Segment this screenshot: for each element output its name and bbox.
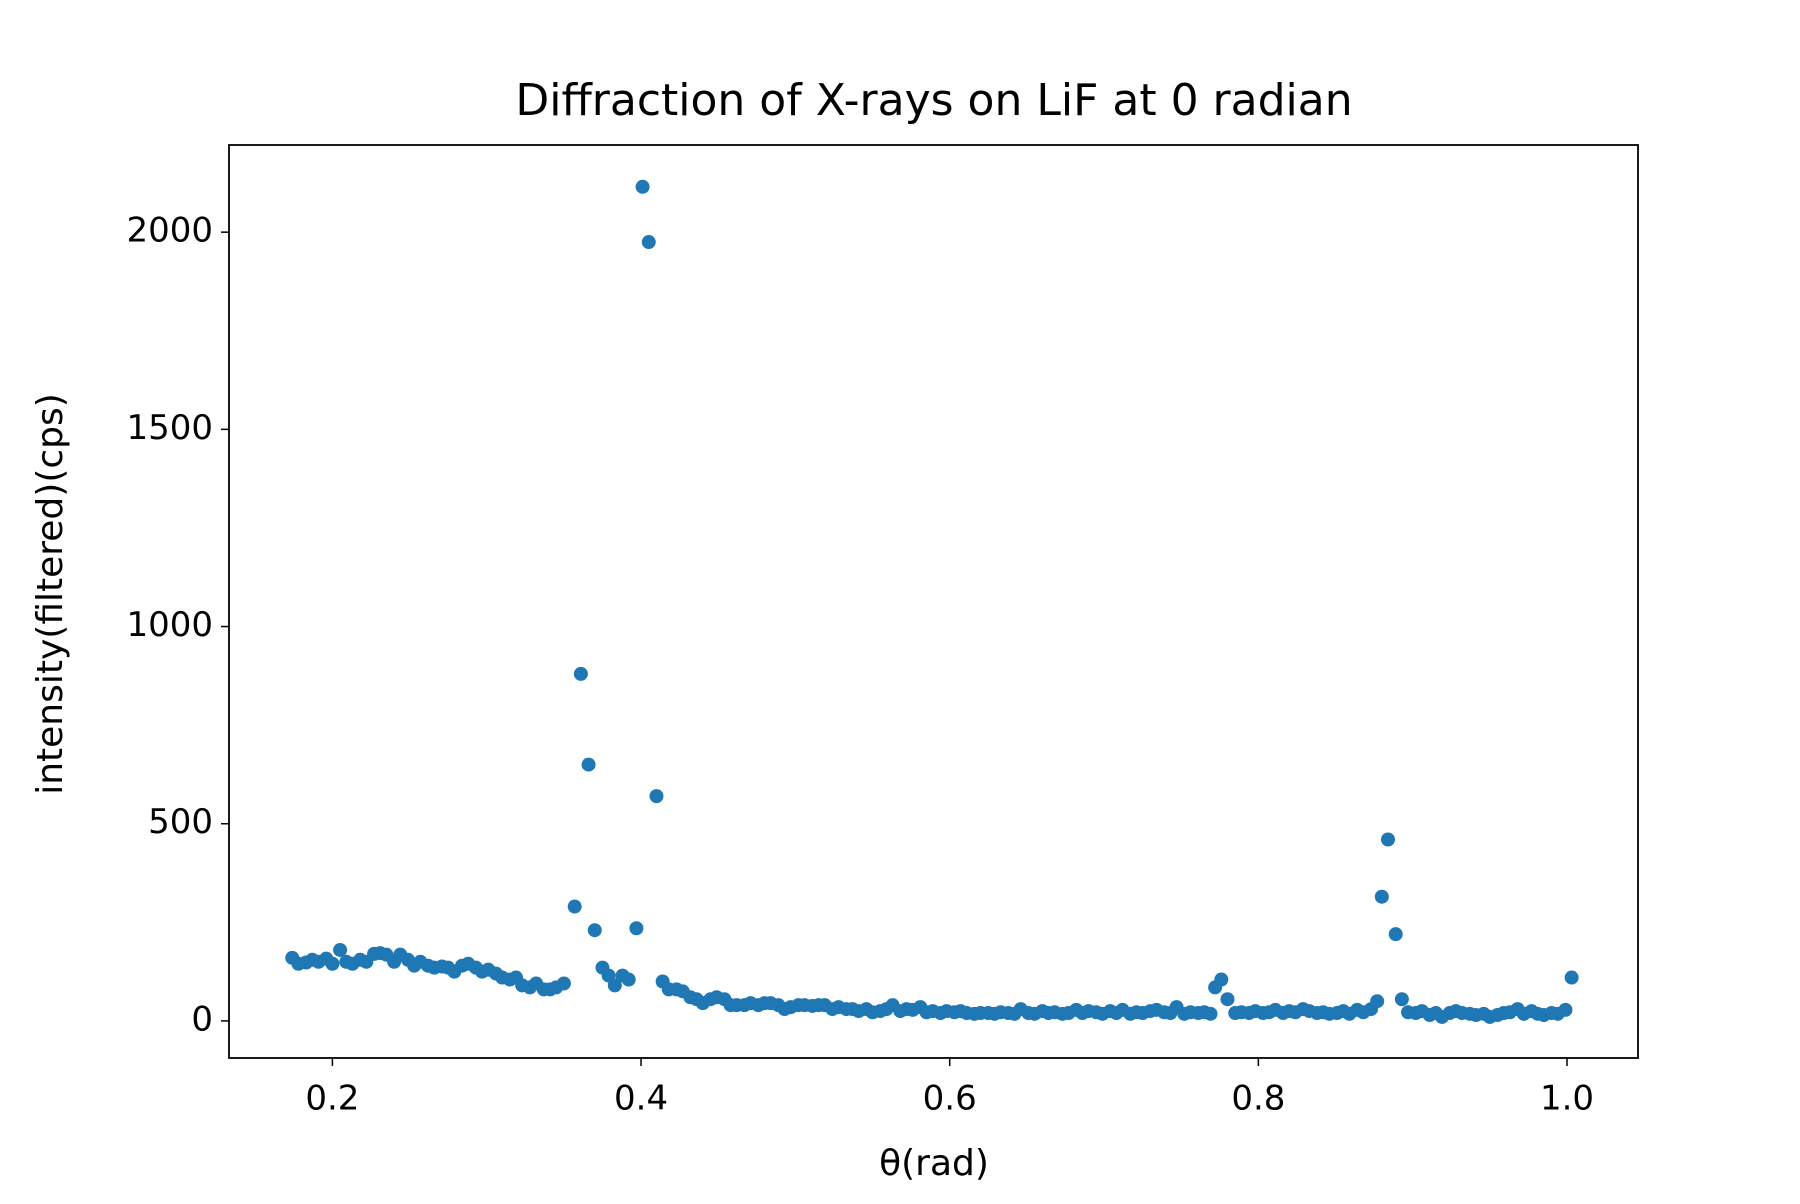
point [1380,832,1395,847]
point [1220,992,1235,1007]
point [1564,970,1579,985]
y-tick-label: 2000 [126,211,213,251]
y-tick-label: 500 [148,802,213,842]
point [1370,994,1385,1009]
point [1558,1002,1573,1017]
plot-frame [228,144,1639,1059]
point [1388,927,1403,942]
y-tick-label: 1500 [126,408,213,448]
y-axis-label: intensity(filtered)(cps) [30,393,71,795]
y-tick-label: 0 [191,999,213,1039]
point [1203,1006,1218,1021]
x-tick-label: 0.2 [305,1079,359,1119]
point [1374,889,1389,904]
y-tick-label: 1000 [126,605,213,645]
point [607,978,622,993]
point [325,956,340,971]
x-axis-label: θ(rad) [879,1143,989,1184]
point [649,789,664,804]
point [641,235,656,250]
point [567,899,582,914]
point [1214,972,1229,987]
point [556,976,571,991]
x-tick-label: 0.4 [614,1079,668,1119]
point [1394,992,1409,1007]
point [581,757,596,772]
point [587,923,602,938]
point [629,921,644,936]
chart-title: Diffraction of X-rays on LiF at 0 radian [515,75,1352,126]
point [635,179,650,194]
x-tick-label: 1.0 [1540,1079,1594,1119]
point [333,942,348,957]
x-tick-label: 0.6 [923,1079,977,1119]
point [573,666,588,681]
point [621,972,636,987]
x-tick-label: 0.8 [1231,1079,1285,1119]
